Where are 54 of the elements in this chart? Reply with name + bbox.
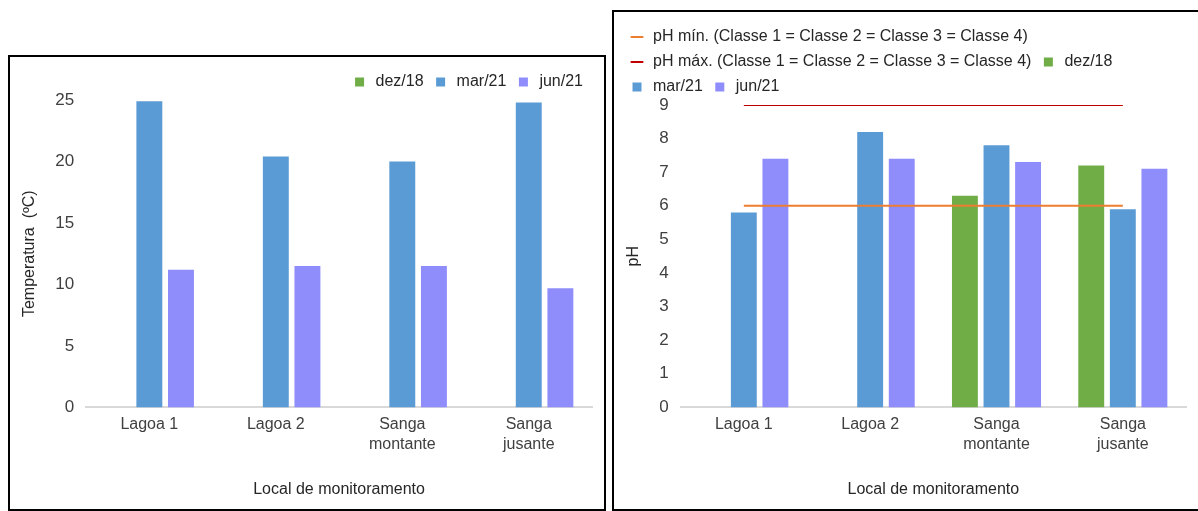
- legend-label: dez/18: [375, 72, 424, 90]
- x-tick-label: Lagoa 1: [120, 415, 179, 433]
- legend-label: mar/21: [653, 77, 703, 95]
- bar: [262, 156, 289, 408]
- y-tick-label: 5: [64, 335, 75, 355]
- x-tick-label: Sanga jusante: [1096, 415, 1149, 452]
- y-tick-label: 1: [659, 363, 669, 383]
- x-tick-label: Lagoa 1: [714, 415, 773, 433]
- y-tick-label: 5: [659, 229, 669, 249]
- x-tick-label: Sanga montante: [963, 415, 1030, 452]
- y-tick-label: 3: [659, 296, 669, 316]
- bar: [730, 212, 757, 408]
- y-tick-label: 10: [55, 274, 75, 294]
- y-tick-label: 9: [659, 94, 669, 114]
- x-tick-label: Lagoa 2: [841, 415, 900, 433]
- x-tick-label: Sanga montante: [368, 415, 436, 452]
- bar: [888, 158, 915, 408]
- bar: [420, 266, 447, 408]
- legend-label: jun/21: [734, 77, 780, 95]
- y-tick-label: 0: [659, 397, 669, 417]
- y-tick-label: 20: [55, 151, 75, 171]
- y-tick-label: 2: [659, 329, 669, 349]
- bar: [1078, 165, 1105, 408]
- y-tick-label: 25: [55, 89, 75, 109]
- legend-label: pH mín. (Classe 1 = Classe 2 = Classe 3 = Classe 4): [653, 27, 1028, 45]
- bar: [389, 161, 416, 408]
- bar: [168, 269, 194, 408]
- y-tick-label: 8: [659, 128, 669, 148]
- bar: [136, 101, 163, 408]
- legend-label: pH máx. (Classe 1 = Classe 2 = Classe 3 = Classe 4): [653, 52, 1032, 70]
- bar: [857, 131, 884, 408]
- y-axis-title: Temperatura (ºC): [20, 190, 38, 318]
- bar: [762, 158, 789, 408]
- y-tick-label: 7: [659, 161, 669, 181]
- x-axis-title: Local de monitoramento: [847, 479, 1020, 497]
- bar: [1015, 162, 1042, 408]
- y-tick-label: 4: [659, 262, 669, 282]
- bar: [547, 288, 574, 408]
- x-tick-label: Lagoa 2: [246, 415, 305, 433]
- bar: [1141, 168, 1168, 408]
- legend-label: dez/18: [1064, 52, 1113, 70]
- bar: [1109, 209, 1136, 408]
- y-axis-title: pH: [624, 245, 642, 267]
- y-tick-label: 0: [64, 397, 75, 417]
- bar: [294, 266, 321, 408]
- bar: [983, 145, 1010, 408]
- legend-label: jun/21: [538, 72, 584, 90]
- x-axis-title: Local de monitoramento: [253, 479, 425, 497]
- x-tick-label: Sanga jusante: [501, 415, 555, 452]
- bar: [951, 195, 978, 408]
- legend-label: mar/21: [456, 72, 507, 90]
- y-tick-label: 15: [55, 212, 75, 232]
- bar: [515, 102, 542, 408]
- y-tick-label: 6: [659, 195, 669, 215]
